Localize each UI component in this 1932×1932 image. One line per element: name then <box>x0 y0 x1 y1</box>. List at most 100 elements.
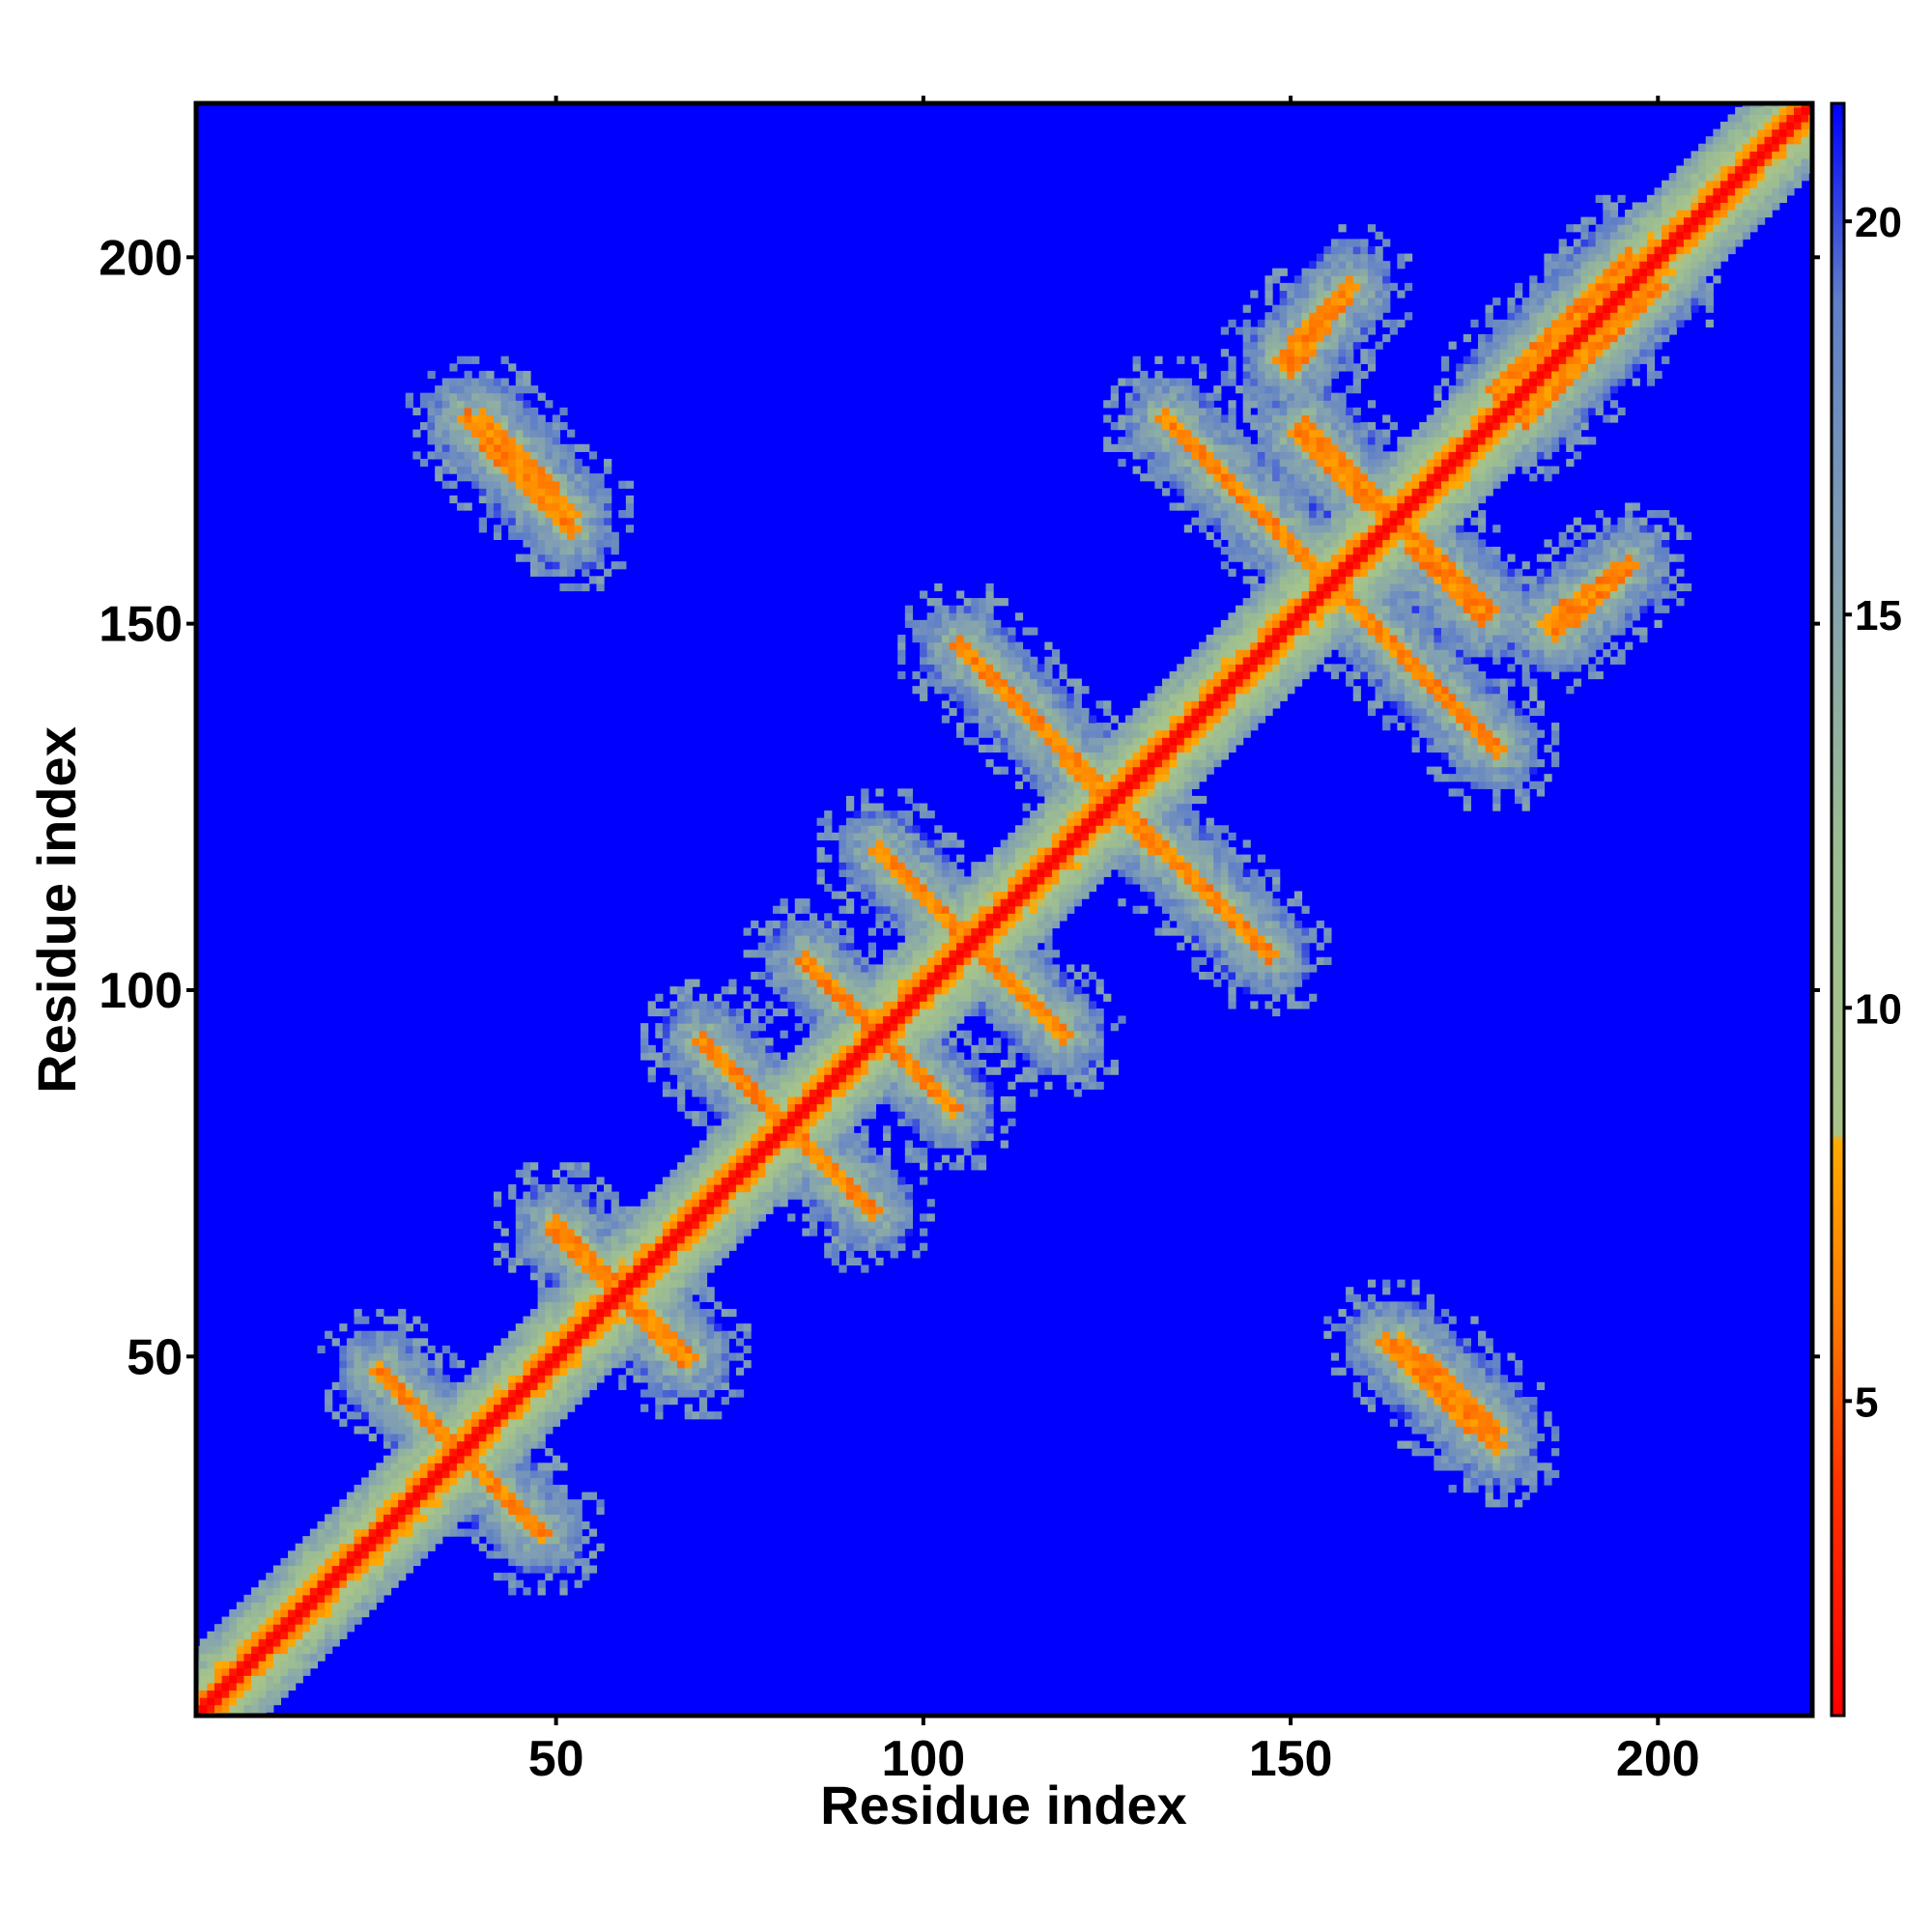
heatmap-cell <box>325 1587 333 1596</box>
heatmap-cell <box>669 1323 678 1332</box>
heatmap-cell <box>721 1381 729 1391</box>
heatmap-cell <box>376 1345 384 1354</box>
heatmap-cell <box>478 1520 487 1530</box>
heatmap-cell <box>912 825 921 834</box>
heatmap-cell <box>530 1520 539 1530</box>
heatmap-cell <box>698 1308 708 1318</box>
heatmap-cell <box>441 429 450 438</box>
heatmap-cell <box>523 1250 531 1259</box>
heatmap-cell <box>794 1191 803 1200</box>
heatmap-cell <box>787 1066 796 1075</box>
heatmap-cell <box>1059 810 1067 819</box>
heatmap-cell <box>728 1213 737 1222</box>
heatmap-cell <box>971 649 980 658</box>
heatmap-cell <box>993 686 1002 695</box>
heatmap-cell <box>552 1316 561 1324</box>
heatmap-cell <box>890 1199 898 1208</box>
heatmap-cell <box>419 1426 429 1435</box>
heatmap-cell <box>751 1060 759 1068</box>
heatmap-cell <box>912 986 921 995</box>
heatmap-cell <box>897 979 906 987</box>
heatmap-cell <box>559 539 568 548</box>
heatmap-cell <box>523 1506 531 1515</box>
heatmap-cell <box>684 1375 693 1383</box>
heatmap-cell <box>875 971 884 980</box>
heatmap-cell <box>368 1433 377 1442</box>
heatmap-cell <box>949 979 957 987</box>
heatmap-cell <box>390 1550 399 1559</box>
heatmap-cell <box>934 641 943 650</box>
heatmap-cell <box>926 898 935 907</box>
heatmap-cell <box>530 546 539 555</box>
heatmap-cell <box>1051 686 1061 695</box>
heatmap-cell <box>1059 707 1067 717</box>
heatmap-cell <box>920 1095 928 1105</box>
heatmap-cell <box>1030 891 1038 899</box>
heatmap-cell <box>604 1352 612 1361</box>
heatmap-cell <box>846 1132 855 1142</box>
heatmap-cell <box>949 605 957 613</box>
heatmap-cell <box>1037 854 1045 863</box>
heatmap-cell <box>956 670 965 680</box>
heatmap-cell <box>721 1023 729 1032</box>
heatmap-cell <box>383 1381 392 1391</box>
heatmap-cell <box>669 1360 678 1369</box>
heatmap-cell <box>486 1520 495 1530</box>
heatmap-cell <box>883 905 892 914</box>
heatmap-cell <box>809 1148 818 1156</box>
heatmap-cell <box>567 1206 576 1214</box>
heatmap-cell <box>890 1169 898 1179</box>
heatmap-cell <box>920 1125 928 1134</box>
heatmap-cell <box>714 1066 723 1075</box>
heatmap-cell <box>963 876 972 885</box>
heatmap-cell <box>971 1111 980 1120</box>
heatmap-cell <box>831 1242 839 1251</box>
heatmap-cell <box>640 1030 649 1038</box>
heatmap-cell <box>772 971 781 980</box>
heatmap-cell <box>346 1573 355 1581</box>
heatmap-cell <box>867 876 877 885</box>
heatmap-cell <box>692 1352 700 1361</box>
heatmap-cell <box>757 1118 766 1126</box>
heatmap-cell <box>926 868 935 877</box>
heatmap-cell <box>684 1037 693 1046</box>
heatmap-cell <box>339 1609 348 1618</box>
heatmap-cell <box>985 883 994 893</box>
heatmap-cell <box>669 1089 678 1097</box>
heatmap-cell <box>1059 766 1067 775</box>
heatmap-cell <box>376 1411 384 1420</box>
heatmap-cell <box>846 1066 855 1075</box>
heatmap-cell <box>545 525 554 533</box>
heatmap-cell <box>478 392 487 401</box>
heatmap-cell <box>772 920 781 929</box>
heatmap-cell <box>890 905 898 914</box>
heatmap-cell <box>794 1095 803 1105</box>
heatmap-cell <box>478 488 487 497</box>
heatmap-cell <box>912 956 921 965</box>
heatmap-cell <box>721 1250 729 1259</box>
heatmap-cell <box>567 466 576 474</box>
heatmap-cell <box>604 568 612 577</box>
heatmap-cell <box>883 1132 892 1142</box>
heatmap-cell <box>559 1499 568 1508</box>
heatmap-cell <box>809 1023 818 1032</box>
heatmap-cell <box>772 1140 781 1149</box>
heatmap-cell <box>633 1250 641 1259</box>
heatmap-cell <box>280 1557 289 1567</box>
heatmap-cell <box>361 1404 370 1412</box>
heatmap-cell <box>258 1675 267 1684</box>
heatmap-cell <box>449 437 458 445</box>
heatmap-cell <box>545 422 554 431</box>
heatmap-cell <box>926 619 935 629</box>
heatmap-cell <box>875 1060 884 1068</box>
heatmap-cell <box>523 1418 531 1427</box>
heatmap-cell <box>985 905 994 914</box>
heatmap-cell <box>867 1191 877 1200</box>
heatmap-cell <box>662 1089 671 1097</box>
heatmap-cell <box>449 1381 458 1391</box>
heatmap-cell <box>625 1213 635 1222</box>
heatmap-cell <box>545 1236 554 1244</box>
heatmap-cell <box>861 1125 869 1134</box>
heatmap-cell <box>427 422 436 431</box>
heatmap-cell <box>1044 898 1053 907</box>
